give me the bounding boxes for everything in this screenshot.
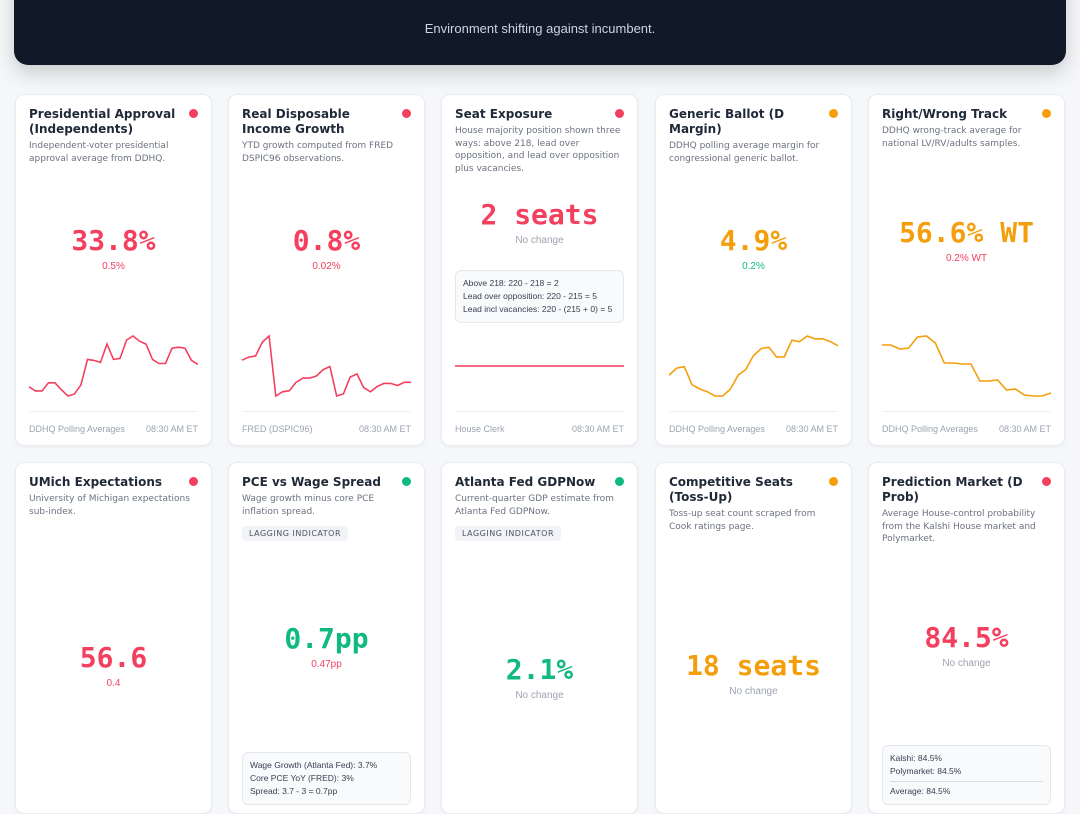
divider	[890, 781, 1043, 782]
detail-line: Lead incl vacancies: 220 - (215 + 0) = 5	[463, 304, 613, 314]
metric-delta: No change	[729, 685, 778, 697]
updated-time: 08:30 AM ET	[358, 423, 411, 434]
detail-line: Spread: 3.7 - 3 = 0.7pp	[250, 786, 338, 796]
metric-value: 2.1%	[505, 652, 574, 686]
indicator-card[interactable]: Competitive Seats (Toss-Up) Toss-up seat…	[655, 462, 852, 814]
metric-delta: 0.02%	[312, 260, 341, 272]
detail-line: Core PCE YoY (FRED): 3%	[250, 773, 354, 783]
card-title: Real Disposable Income Growth	[242, 107, 350, 136]
updated-time: 08:30 AM ET	[998, 423, 1051, 434]
data-source: DDHQ Polling Averages	[669, 423, 765, 434]
metric-value: 4.9%	[719, 223, 788, 257]
calculation-details: Above 218: 220 - 218 = 2 Lead over opposi…	[455, 270, 624, 323]
lagging-badge: LAGGING INDICATOR	[455, 526, 561, 541]
card-title: Atlanta Fed GDPNow	[455, 475, 596, 489]
metric-value: 2 seats	[480, 198, 599, 231]
status-dot-icon	[402, 477, 411, 486]
indicator-card[interactable]: Right/Wrong Track DDHQ wrong-track avera…	[868, 94, 1065, 446]
sparkline-line	[29, 335, 198, 397]
indicator-card[interactable]: Generic Ballot (D Margin) DDHQ polling a…	[655, 94, 852, 446]
metric-delta: No change	[942, 657, 991, 669]
metric-value: 0.8%	[292, 223, 361, 257]
card-description: Average House-control probability from t…	[882, 509, 1036, 544]
card-description: University of Michigan expectations sub-…	[29, 494, 190, 517]
card-description: Wage growth minus core PCE inflation spr…	[242, 494, 375, 517]
card-description: DDHQ wrong-track average for national LV…	[882, 126, 1022, 149]
status-dot-icon	[615, 109, 624, 118]
indicator-card[interactable]: Prediction Market (D Prob) Average House…	[868, 462, 1065, 814]
sparkline-chart	[242, 334, 411, 398]
card-title: Prediction Market (D Prob)	[882, 475, 1023, 504]
status-dot-icon	[615, 477, 624, 486]
card-title: UMich Expectations	[29, 475, 163, 489]
status-dot-icon	[189, 109, 198, 118]
card-description: Independent-voter presidential approval …	[29, 141, 169, 164]
card-title: Right/Wrong Track	[882, 107, 1008, 121]
indicator-card[interactable]: Seat Exposure House majority position sh…	[441, 94, 638, 446]
card-description: Toss-up seat count scraped from Cook rat…	[669, 509, 816, 532]
detail-line: Lead over opposition: 220 - 215 = 5	[463, 291, 597, 301]
status-dot-icon	[1042, 109, 1051, 118]
metric-value: 56.6	[79, 641, 148, 674]
card-description: YTD growth computed from FRED DSPIC96 ob…	[242, 141, 394, 164]
detail-line: Wage Growth (Atlanta Fed): 3.7%	[250, 760, 378, 770]
card-title: PCE vs Wage Spread	[242, 475, 381, 489]
data-source: House Clerk	[455, 423, 505, 434]
sparkline-chart	[669, 335, 838, 397]
updated-time: 08:30 AM ET	[145, 423, 198, 434]
indicator-card[interactable]: UMich Expectations University of Michiga…	[15, 462, 212, 814]
card-description: DDHQ polling average margin for congress…	[669, 141, 820, 164]
sparkline-line	[242, 334, 411, 398]
calculation-details: Kalshi: 84.5% Polymarket: 84.5% Average: 8…	[882, 745, 1051, 805]
metric-delta: 0.2%	[742, 260, 765, 272]
status-dot-icon	[1042, 477, 1051, 486]
header-subtitle: Environment shifting against incumbent.	[424, 21, 656, 36]
indicator-card[interactable]: PCE vs Wage Spread Wage growth minus cor…	[228, 462, 425, 814]
card-title: Competitive Seats (Toss-Up)	[669, 475, 793, 504]
detail-line: Kalshi: 84.5%	[890, 753, 942, 763]
sparkline-line	[669, 335, 838, 397]
card-title: Seat Exposure	[455, 107, 553, 121]
sparkline-chart	[29, 335, 198, 397]
status-dot-icon	[402, 109, 411, 118]
status-dot-icon	[829, 109, 838, 118]
indicator-card[interactable]: Atlanta Fed GDPNow Current-quarter GDP e…	[441, 462, 638, 814]
metric-value: 56.6% WT	[899, 216, 1034, 249]
metric-delta: No change	[515, 689, 564, 701]
updated-time: 08:30 AM ET	[785, 423, 838, 434]
metric-delta: 0.4	[106, 678, 121, 689]
status-dot-icon	[829, 477, 838, 486]
metric-delta: 0.5%	[102, 260, 125, 272]
detail-line: Above 218: 220 - 218 = 2	[463, 278, 559, 288]
indicator-card[interactable]: Real Disposable Income Growth YTD growth…	[228, 94, 425, 446]
metric-value: 0.7pp	[284, 622, 369, 655]
data-source: DDHQ Polling Averages	[29, 423, 125, 434]
card-description: House majority position shown three ways…	[455, 126, 621, 174]
data-source: FRED (DSPIC96)	[242, 423, 313, 434]
metric-delta: 0.2% WT	[945, 253, 988, 264]
sparkline-chart	[455, 365, 624, 367]
updated-time: 08:30 AM ET	[571, 423, 624, 434]
card-description: Current-quarter GDP estimate from Atlant…	[455, 494, 614, 517]
detail-total: Average: 84.5%	[890, 786, 951, 796]
metric-delta: 0.47pp	[311, 659, 342, 670]
sparkline-chart	[882, 335, 1051, 397]
sparkline-line	[882, 335, 1051, 397]
card-title: Presidential Approval (Independents)	[29, 107, 176, 136]
detail-line: Polymarket: 84.5%	[890, 766, 962, 776]
metric-value: 84.5%	[924, 620, 1009, 654]
metric-delta: No change	[515, 235, 564, 246]
metric-value: 33.8%	[71, 223, 156, 257]
dashboard-header: Environment shifting against incumbent.	[14, 0, 1066, 65]
indicator-card[interactable]: Presidential Approval (Independents) Ind…	[15, 94, 212, 446]
status-dot-icon	[189, 477, 198, 486]
calculation-details: Wage Growth (Atlanta Fed): 3.7% Core PCE …	[242, 752, 411, 805]
card-title: Generic Ballot (D Margin)	[669, 107, 785, 136]
data-source: DDHQ Polling Averages	[882, 423, 978, 434]
lagging-badge: LAGGING INDICATOR	[242, 526, 348, 541]
metric-value: 18 seats	[686, 648, 821, 682]
